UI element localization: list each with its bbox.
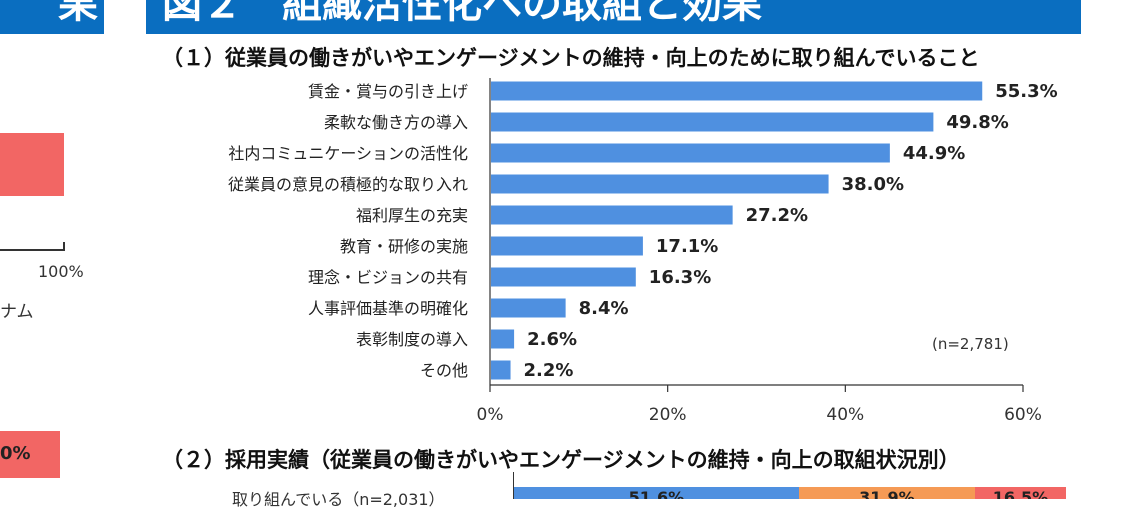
section1-title: （１）従業員の働きがいやエンゲージメントの維持・向上のために取り組んでいること (162, 46, 980, 70)
category-label-5: 福利厚生の充実 (356, 206, 468, 225)
category-label-7: 理念・ビジョンの共有 (308, 268, 468, 287)
x-tick-label-1: 0% (477, 405, 504, 425)
left-chart-bar (0, 133, 64, 196)
figure-header: 図２ 組織活性化への取組と効果 (146, 0, 1081, 34)
sample-size-note: (n=2,781) (932, 335, 1009, 353)
category-label-3: 社内コミュニケーションの活性化 (228, 144, 468, 163)
bar-7 (491, 267, 636, 287)
data-label-2: 49.8% (946, 112, 1008, 133)
data-label-6: 17.1% (656, 236, 718, 257)
bar-1 (491, 81, 983, 101)
section2-title: （２）採用実績（従業員の働きがいやエンゲージメントの維持・向上の取組状況別） (162, 448, 960, 472)
stacked-bar-axis (513, 472, 514, 499)
left-chart-bar-2 (0, 431, 60, 478)
bar-4 (491, 174, 829, 194)
x-tick-label-3: 40% (826, 405, 864, 425)
category-label-2: 柔軟な働き方の導入 (324, 113, 468, 132)
stacked-segment-1: 51.6% (514, 487, 799, 499)
data-label-9: 2.6% (527, 329, 577, 350)
left-chart-axis (0, 249, 64, 251)
data-label-1: 55.3% (995, 81, 1057, 102)
data-label-3: 44.9% (903, 143, 965, 164)
left-figure-header: 果 (0, 0, 104, 34)
bar-10 (491, 360, 511, 380)
data-label-4: 38.0% (842, 174, 904, 195)
left-chart-tick-label: 100% (38, 262, 84, 281)
category-label-6: 教育・研修の実施 (340, 237, 468, 256)
left-figure-title: 果 (58, 0, 98, 27)
left-chart-axis-tick (63, 242, 65, 251)
x-tick-label-2: 20% (649, 405, 687, 425)
stacked-segment-3: 16.5% (974, 487, 1066, 499)
bar-chart-engagement-efforts: 賃金・賞与の引き上げ 55.3% 柔軟な働き方の導入 49.8% 社内コミュニケーション… (228, 78, 1058, 425)
category-label-4: 従業員の意見の積極的な取り入れ (228, 175, 468, 194)
bar-2 (491, 112, 934, 132)
bar-9 (491, 329, 515, 349)
stacked-segment-2: 31.9% (798, 487, 975, 499)
category-label-10: その他 (420, 361, 468, 380)
data-label-8: 8.4% (579, 298, 629, 319)
stacked-bar-row-label: 取り組んでいる（n=2,031） (232, 490, 445, 509)
data-label-5: 27.2% (746, 205, 808, 226)
category-label-8: 人事評価基準の明確化 (308, 299, 468, 318)
data-label-10: 2.2% (524, 360, 574, 381)
category-label-1: 賃金・賞与の引き上げ (308, 82, 468, 101)
bar-8 (491, 298, 566, 318)
bar-3 (491, 143, 890, 163)
category-label-9: 表彰制度の導入 (356, 330, 468, 349)
bar-5 (491, 205, 733, 225)
stacked-bar-hiring: 51.6% 31.9% 16.5% (514, 487, 1066, 499)
figure-title: 図２ 組織活性化への取組と効果 (162, 0, 762, 27)
left-chart-legend-fragment: ナム (0, 302, 34, 322)
x-tick-label-4: 60% (1004, 405, 1042, 425)
left-chart-bar-label: 0% (0, 443, 31, 464)
data-label-7: 16.3% (649, 267, 711, 288)
bar-6 (491, 236, 643, 256)
